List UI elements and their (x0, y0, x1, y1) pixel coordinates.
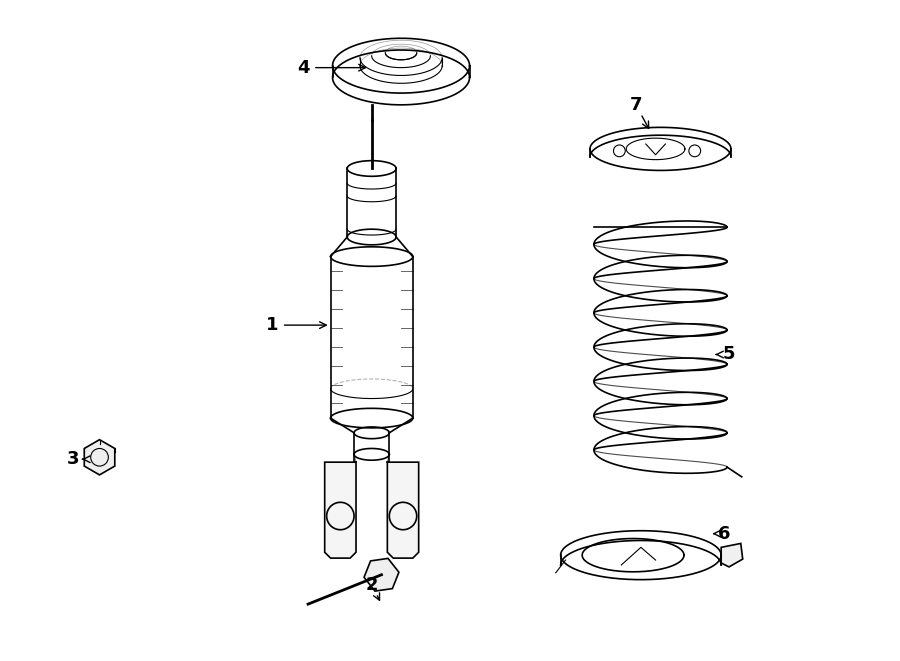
Text: 4: 4 (297, 59, 310, 77)
Polygon shape (85, 440, 115, 475)
Polygon shape (721, 543, 742, 567)
Text: 3: 3 (67, 450, 79, 468)
Text: 7: 7 (630, 96, 643, 114)
Text: 6: 6 (718, 525, 731, 543)
Polygon shape (387, 462, 418, 558)
Text: 5: 5 (723, 346, 735, 364)
Text: 1: 1 (266, 316, 278, 334)
Polygon shape (325, 462, 356, 558)
Polygon shape (364, 559, 399, 591)
Text: 2: 2 (365, 576, 378, 594)
